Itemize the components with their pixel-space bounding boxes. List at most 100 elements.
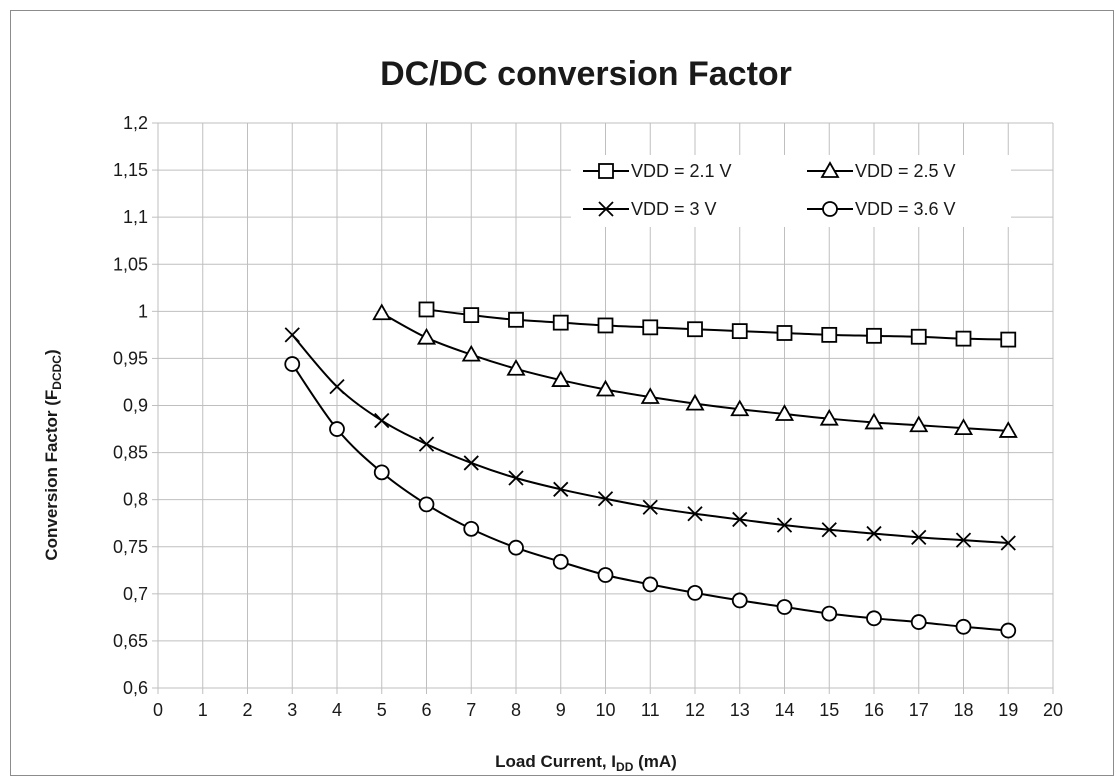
x-tick-label: 14 (774, 700, 794, 720)
data-point (552, 314, 569, 331)
data-point (732, 511, 748, 528)
data-point (731, 592, 748, 609)
line-chart: DC/DC conversion Factor 0 1 2 3 4 5 6 7 8 9 10 11 12… (42, 55, 1063, 774)
data-point (553, 481, 569, 497)
data-point (552, 553, 569, 570)
data-point (640, 387, 660, 404)
data-point (955, 330, 972, 347)
data-point (687, 506, 703, 522)
y-tick-label: 1,15 (113, 160, 148, 180)
data-point (284, 327, 300, 343)
data-point (642, 319, 659, 336)
data-point (955, 532, 972, 548)
legend-marker (820, 161, 840, 178)
data-point (506, 358, 526, 376)
data-point (463, 307, 480, 324)
data-point (463, 520, 480, 537)
data-point (866, 327, 882, 344)
x-tick-label: 9 (556, 700, 566, 720)
x-tick-label: 4 (332, 700, 342, 720)
data-point (418, 496, 435, 513)
series-layer (284, 301, 1018, 639)
legend: VDD = 2.1 V VDD = 2.5 V VDD = 3 V VDD = 3.6… (571, 155, 1011, 227)
x-tick-label: 1 (198, 700, 208, 720)
y-tick-label: 0,65 (113, 631, 148, 651)
y-tick-label: 1 (138, 301, 148, 321)
data-point (418, 436, 435, 452)
data-point (687, 321, 703, 338)
data-point (910, 328, 927, 345)
x-axis-label: Load Current, IDD (mA) (495, 752, 677, 774)
y-tick-label: 0,95 (113, 348, 148, 368)
y-tick-label: 0,8 (123, 490, 148, 510)
data-point (284, 356, 301, 372)
data-point (864, 412, 884, 430)
legend-item: VDD = 3.6 V (807, 199, 956, 219)
y-tick-label: 0,6 (123, 678, 148, 698)
x-tick-label: 15 (819, 700, 839, 720)
data-point (911, 529, 927, 545)
x-tick-label: 7 (466, 700, 476, 720)
data-point (597, 491, 614, 507)
series-circle (284, 356, 1017, 639)
x-tick-label: 3 (287, 700, 297, 720)
data-point (866, 525, 882, 542)
data-point (508, 539, 524, 556)
x-tick-label: 18 (953, 700, 973, 720)
data-point (418, 301, 435, 318)
axes: 0 1 2 3 4 5 6 7 8 9 10 11 12 13 14 15 16 17 18 19 200,60,650… (113, 113, 1063, 720)
data-point (642, 576, 659, 593)
x-tick-label: 8 (511, 700, 521, 720)
y-axis-label: Conversion Factor (FDCDC) (42, 349, 64, 560)
x-tick-label: 20 (1043, 700, 1063, 720)
legend-label: VDD = 3.6 V (855, 199, 956, 219)
data-point (463, 455, 479, 471)
x-tick-label: 10 (595, 700, 615, 720)
data-point (866, 610, 882, 627)
legend-label: VDD = 2.5 V (855, 161, 956, 181)
legend-label: VDD = 2.1 V (631, 161, 732, 181)
x-tick-label: 6 (421, 700, 431, 720)
data-point (955, 618, 972, 635)
data-point (461, 344, 481, 362)
y-tick-label: 1,2 (123, 113, 148, 133)
data-point (819, 408, 839, 426)
data-point (372, 303, 392, 321)
data-point (821, 605, 838, 622)
data-point (821, 522, 837, 538)
series-triangle (372, 303, 1018, 438)
x-tick-label: 16 (864, 700, 884, 720)
series-square (418, 301, 1017, 348)
y-tick-label: 1,05 (113, 254, 148, 274)
data-point (731, 323, 748, 340)
legend-item: VDD = 2.1 V (583, 161, 732, 181)
data-point (508, 470, 524, 486)
data-point (910, 614, 927, 630)
x-tick-label: 17 (909, 700, 929, 720)
data-point (374, 412, 390, 429)
data-point (776, 599, 793, 615)
data-point (416, 327, 437, 345)
x-tick-label: 13 (730, 700, 750, 720)
y-tick-label: 0,75 (113, 537, 148, 557)
data-point (1000, 622, 1017, 639)
data-point (776, 325, 793, 341)
data-point (909, 415, 929, 433)
y-tick-label: 0,85 (113, 443, 148, 463)
legend-label: VDD = 3 V (631, 199, 717, 219)
data-point (685, 393, 705, 411)
x-tick-label: 19 (998, 700, 1018, 720)
data-point (998, 421, 1018, 438)
x-tick-label: 0 (153, 700, 163, 720)
data-point (953, 418, 974, 436)
data-point (776, 517, 793, 533)
legend-marker (822, 201, 838, 217)
data-point (329, 421, 345, 437)
data-point (1000, 535, 1016, 551)
legend-item: VDD = 2.5 V (807, 161, 956, 181)
x-tick-label: 11 (641, 700, 660, 720)
y-tick-label: 0,9 (123, 396, 148, 416)
y-tick-label: 1,1 (123, 207, 148, 227)
y-tick-label: 0,7 (123, 584, 148, 604)
data-point (373, 464, 390, 481)
